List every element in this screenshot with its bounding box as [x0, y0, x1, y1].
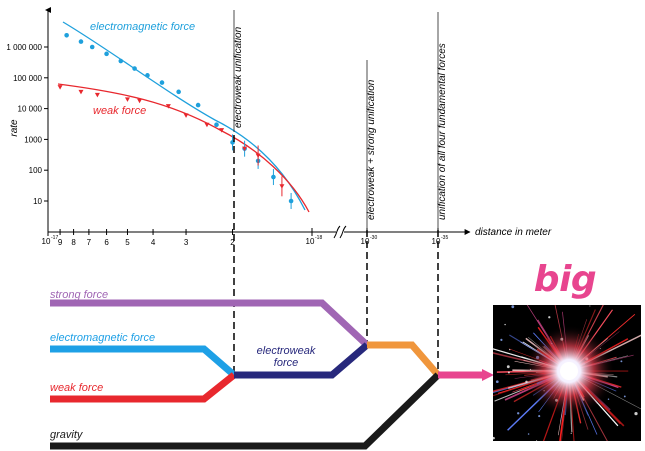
y-tick-label: 1 000 000	[6, 43, 42, 52]
y-tick-label: 1000	[24, 135, 42, 144]
unified-force-arrow	[482, 369, 494, 381]
series-label-electromagnetic: electromagnetic force	[90, 21, 195, 33]
y-tick-label: 100	[29, 166, 43, 175]
weak-data-point	[137, 98, 143, 104]
x-minor-tick-label: 7	[87, 238, 92, 247]
weak-data-point	[94, 92, 100, 98]
em-data-point	[78, 39, 84, 44]
electroweak-force-band	[234, 342, 370, 379]
em-data-point	[104, 51, 109, 57]
gravity-band	[50, 372, 441, 450]
weak-data-point	[242, 146, 248, 152]
y-tick-label: 10 000	[18, 105, 43, 114]
grand-unified-force-band	[367, 341, 441, 378]
weak-data-points	[57, 85, 285, 197]
em-data-point	[118, 58, 124, 64]
electromagnetic-force-band	[50, 345, 237, 378]
em-data-point	[195, 102, 201, 108]
em-data-point	[145, 73, 150, 78]
x-axis-label: distance in meter	[475, 227, 552, 238]
x-minor-tick-label: 6	[104, 238, 109, 247]
em-data-point	[176, 89, 181, 95]
x-minor-tick-label: 2	[230, 238, 235, 247]
x-major-tick-label: 10	[306, 237, 315, 246]
x-minor-tick-label: 3	[184, 238, 189, 247]
weak-data-point	[204, 122, 210, 128]
em-data-point	[89, 44, 95, 50]
weak-data-point	[124, 97, 130, 102]
series-label-weak: weak force	[93, 105, 146, 117]
weak-data-point	[165, 104, 171, 109]
x-minor-tick-label: 8	[71, 238, 76, 247]
x-minor-tick-label: 9	[58, 238, 63, 247]
em-data-point	[214, 122, 219, 128]
gravity-label: gravity	[50, 429, 84, 441]
big-bang-image	[493, 305, 641, 441]
label-all-forces-unification: unification of all four fundamental forc…	[437, 43, 448, 220]
x-major-tick-exponent: -18	[315, 235, 322, 241]
strong-force-label: strong force	[50, 289, 108, 301]
weak-fit-curve	[57, 83, 310, 213]
em-data-point	[159, 80, 165, 85]
y-axis-ticks: 1 000 000 100 000 10 000 1000 100 10	[6, 43, 48, 206]
axis-break-2	[339, 225, 347, 239]
x-major-tick-label: 10	[42, 237, 51, 246]
electromagnetic-fit-curve	[62, 21, 306, 211]
weak-data-point	[78, 89, 84, 95]
axis-break-1	[333, 225, 341, 239]
label-electroweak-unification: electroweak unification	[233, 26, 244, 128]
weak-force-band	[50, 372, 237, 403]
x-major-tick-exponent: -30	[370, 235, 377, 241]
electroweak-force-label-line1: electroweak	[257, 345, 316, 357]
x-minor-tick-label: 4	[151, 238, 156, 247]
electromagnetic-data-points	[64, 32, 294, 209]
x-major-tick-exponent: -17	[51, 235, 58, 241]
electroweak-force-label-line2: force	[274, 357, 298, 369]
em-data-point	[64, 32, 69, 38]
weak-force-label: weak force	[50, 382, 103, 394]
weak-data-point	[219, 128, 225, 133]
y-tick-label: 10	[33, 197, 42, 206]
strong-force-band	[50, 299, 370, 348]
weak-data-point	[57, 85, 63, 90]
y-tick-label: 100 000	[13, 74, 42, 83]
em-data-point	[132, 66, 137, 71]
x-axis-ticks: 10 -17 10 -18 10 -30 10 -359 8 7 6 5 4 3 2	[42, 228, 448, 247]
y-axis-label: rate	[9, 119, 20, 137]
electromagnetic-force-label: electromagnetic force	[50, 332, 155, 344]
x-major-tick-label: 10	[432, 237, 441, 246]
force-bands	[50, 299, 484, 450]
label-electroweak-strong-unification: electroweak + strong unification	[366, 79, 377, 220]
x-minor-tick-label: 5	[125, 238, 130, 247]
x-major-tick-exponent: -35	[441, 235, 448, 241]
weak-data-point	[183, 113, 189, 118]
x-major-tick-label: 10	[361, 237, 370, 246]
